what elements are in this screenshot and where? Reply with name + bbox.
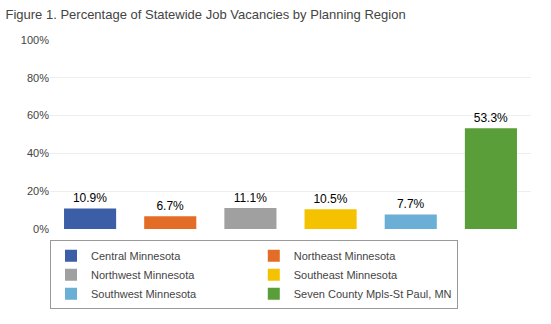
svg-text:53.3%: 53.3% (474, 111, 508, 125)
svg-text:Figure 1. Percentage of Statew: Figure 1. Percentage of Statewide Job Va… (6, 7, 406, 22)
svg-text:Central Minnesota: Central Minnesota (91, 250, 181, 262)
svg-text:Southwest Minnesota: Southwest Minnesota (91, 288, 197, 300)
svg-text:100%: 100% (21, 34, 49, 46)
svg-text:Southeast Minnesota: Southeast Minnesota (294, 269, 398, 281)
svg-text:10.5%: 10.5% (313, 192, 347, 206)
svg-text:60%: 60% (27, 109, 49, 121)
svg-text:7.7%: 7.7% (397, 197, 425, 211)
svg-text:10.9%: 10.9% (73, 191, 107, 205)
svg-text:80%: 80% (27, 72, 49, 84)
svg-text:40%: 40% (27, 147, 49, 159)
svg-text:Seven County Mpls-St Paul, MN: Seven County Mpls-St Paul, MN (294, 288, 452, 300)
svg-text:11.1%: 11.1% (234, 191, 267, 205)
svg-text:Northeast Minnesota: Northeast Minnesota (294, 250, 396, 262)
svg-text:6.7%: 6.7% (156, 199, 184, 213)
svg-text:0%: 0% (33, 223, 49, 235)
svg-text:Northwest Minnesota: Northwest Minnesota (91, 269, 195, 281)
svg-text:20%: 20% (27, 185, 49, 197)
